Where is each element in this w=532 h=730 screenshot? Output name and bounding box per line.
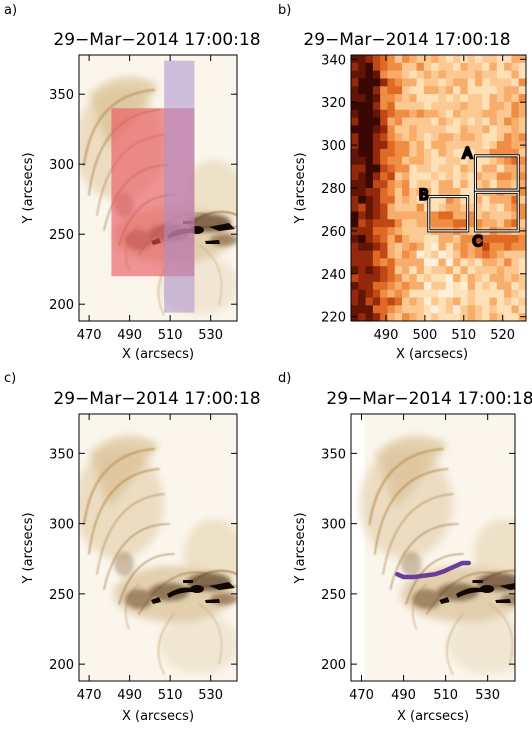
- x-axis-label: X (arcsecs): [122, 709, 194, 724]
- y-tick-label: 340: [321, 53, 346, 68]
- x-tick-label: 510: [451, 328, 476, 343]
- y-tick-label: 250: [49, 228, 74, 243]
- plot-frame: [78, 413, 238, 682]
- panel-title: 29−Mar−2014 17:00:18: [53, 389, 260, 409]
- panel-title: 29−Mar−2014 17:00:18: [326, 389, 532, 409]
- x-tick-label: 520: [490, 328, 515, 343]
- x-tick-label: 490: [391, 688, 416, 703]
- panel-label: c): [4, 371, 16, 386]
- solar-image: [359, 414, 532, 680]
- x-tick-label: 470: [77, 328, 102, 343]
- x-tick-label: 510: [158, 328, 183, 343]
- y-tick-label: 300: [49, 158, 74, 173]
- y-tick-label: 200: [49, 658, 74, 673]
- x-tick-label: 510: [158, 688, 183, 703]
- x-axis-label: X (arcsecs): [122, 347, 194, 362]
- y-tick-label: 350: [49, 88, 74, 103]
- x-tick-label: 490: [374, 328, 399, 343]
- panel-title: 29−Mar−2014 17:00:18: [53, 30, 260, 50]
- x-tick-label: 470: [349, 688, 374, 703]
- y-tick-label: 320: [321, 96, 346, 111]
- x-tick-label: 510: [433, 688, 458, 703]
- x-axis-label: X (arcsecs): [397, 709, 469, 724]
- region-box-c-inner: [474, 191, 519, 232]
- panel-label: a): [4, 3, 17, 18]
- y-axis-label: Y (arcsecs): [21, 512, 36, 584]
- panel-c: c) 29−Mar−2014 17:00:18 470 490 510 530 200 2…: [4, 371, 261, 724]
- x-tick-label: 470: [77, 688, 102, 703]
- panel-title: 29−Mar−2014 17:00:18: [303, 30, 510, 50]
- y-tick-label: 350: [49, 447, 74, 462]
- panel-label: d): [278, 371, 291, 386]
- y-tick-label: 200: [321, 658, 346, 673]
- region-label-b: B: [419, 188, 429, 204]
- y-tick-label: 280: [321, 182, 346, 197]
- y-tick-label: 250: [321, 588, 346, 603]
- region-label-c: C: [473, 234, 483, 250]
- y-axis-label: Y (arcsecs): [293, 512, 308, 584]
- panel-label: b): [278, 3, 291, 18]
- panel-d: d) 29−Mar−2014 17:00:18 470 490 510 530 200 2…: [278, 371, 532, 724]
- y-tick-label: 250: [49, 588, 74, 603]
- solar-image: [74, 55, 244, 321]
- y-axis-label: Y (arcsecs): [293, 152, 308, 224]
- plot-frame: [350, 54, 527, 322]
- x-tick-label: 530: [198, 328, 223, 343]
- y-tick-label: 300: [321, 518, 346, 533]
- y-tick-label: 300: [321, 139, 346, 154]
- y-axis-label: Y (arcsecs): [21, 152, 36, 224]
- solar-image: [74, 414, 244, 680]
- x-tick-label: 490: [117, 328, 142, 343]
- panel-a: a) 29−Mar−2014 17:00:18 470 490 510 530 200 2…: [4, 3, 261, 362]
- region-box-b-inner: [428, 195, 469, 232]
- y-tick-label: 300: [49, 518, 74, 533]
- region-box-a-inner: [474, 155, 519, 191]
- plot-frame: [78, 54, 238, 322]
- y-tick-label: 220: [321, 311, 346, 326]
- plot-frame: [350, 413, 516, 682]
- region-label-a: A: [463, 146, 473, 162]
- x-tick-label: 500: [412, 328, 437, 343]
- x-tick-label: 490: [117, 688, 142, 703]
- y-tick-label: 260: [321, 225, 346, 240]
- y-tick-label: 350: [321, 447, 346, 462]
- traced-loop-path: [395, 560, 471, 580]
- x-axis-label: X (arcsecs): [396, 347, 468, 362]
- y-tick-label: 240: [321, 268, 346, 283]
- x-tick-label: 530: [475, 688, 500, 703]
- panel-b: b) 29−Mar−2014 17:00:18 A B C 490 500 510 520…: [278, 3, 527, 362]
- intensity-map: A B C: [351, 55, 526, 321]
- purple-slit-overlay: [164, 60, 195, 313]
- x-tick-label: 530: [198, 688, 223, 703]
- y-tick-label: 200: [49, 298, 74, 313]
